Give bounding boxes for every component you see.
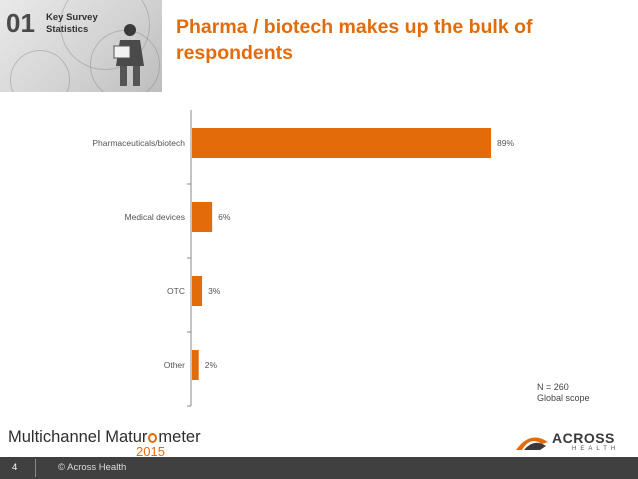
across-health-name: ACROSS (552, 430, 615, 446)
maturometer-logo-prefix: Multichannel Matur (8, 428, 148, 446)
bar-chart-svg: Pharmaceuticals/biotech 89% Medical device… (92, 110, 514, 407)
slide-title-line1: Pharma / biotech makes up the bulk of (176, 16, 533, 38)
bar-chart: Pharmaceuticals/biotech 89% Medical device… (0, 100, 638, 410)
page-number: 4 (12, 462, 18, 473)
maturometer-logo: Multichannel Matur meter (8, 428, 201, 447)
section-label: Key Survey Statistics (46, 12, 106, 36)
bar-0 (192, 128, 492, 158)
section-label-line1: Key Survey (46, 12, 98, 23)
bar-1 (192, 202, 213, 232)
maturometer-o-icon (148, 433, 158, 443)
section-label-line2: Statistics (46, 24, 89, 35)
across-health-sub: HEALTH (572, 446, 620, 452)
scope-label: Global scope (537, 393, 590, 403)
maturometer-logo-suffix: meter (158, 428, 201, 446)
section-header-image: 01 Key Survey Statistics (0, 0, 162, 92)
slide-title: Pharma / biotech makes up the bulk of re… (176, 14, 576, 66)
businessman-figure-icon (113, 24, 144, 86)
footer-bar (0, 457, 638, 479)
bar-2 (192, 276, 203, 306)
category-label: OTC (167, 286, 185, 296)
copyright: © Across Health (58, 462, 127, 473)
category-label: Medical devices (125, 212, 185, 222)
across-health-logo-icon (516, 437, 548, 450)
footer-divider (35, 459, 36, 477)
maturometer-year: 2015 (136, 444, 165, 459)
value-label: 89% (497, 138, 514, 148)
value-label: 3% (208, 286, 221, 296)
chart-notes: N = 260 Global scope (537, 382, 590, 404)
category-label: Other (164, 360, 185, 370)
value-label: 2% (205, 360, 218, 370)
category-label: Pharmaceuticals/biotech (92, 138, 185, 148)
sample-size-label: N = 260 (537, 382, 569, 392)
value-label: 6% (218, 212, 231, 222)
bar-3 (192, 350, 199, 380)
slide-title-line2: respondents (176, 42, 294, 64)
section-number: 01 (6, 8, 35, 38)
